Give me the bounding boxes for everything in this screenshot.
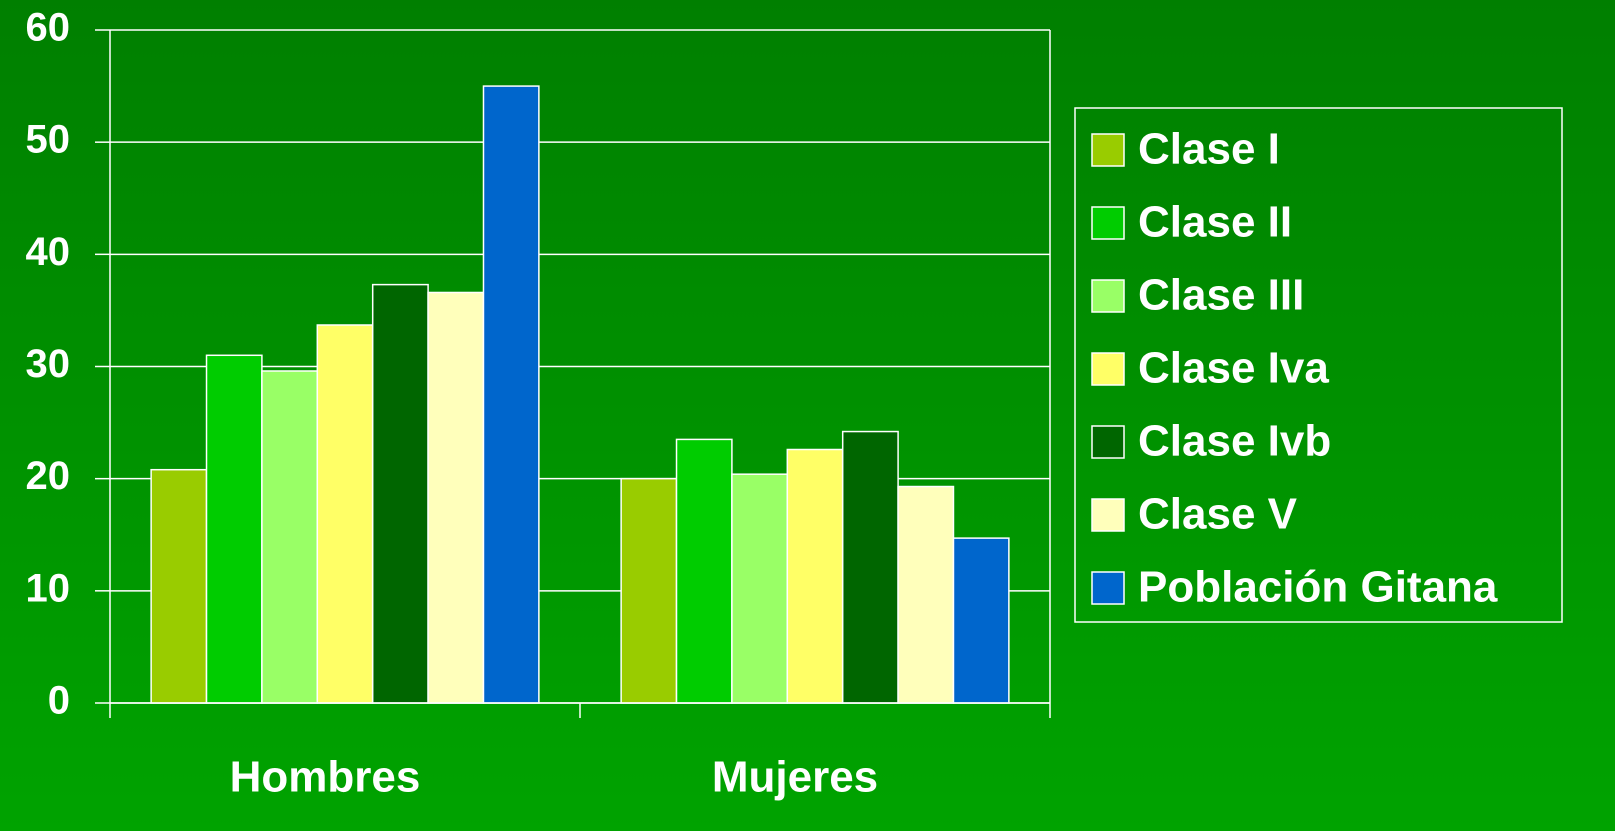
legend-label: Población Gitana — [1138, 563, 1498, 612]
legend-label: Clase Iva — [1138, 344, 1329, 393]
bar — [841, 430, 899, 704]
bar — [316, 324, 374, 704]
bar — [261, 370, 319, 704]
bar — [205, 354, 263, 704]
legend-swatch — [1091, 133, 1125, 167]
y-tick-label: 30 — [26, 342, 71, 386]
bar — [731, 473, 789, 704]
legend-label: Clase Ivb — [1138, 417, 1331, 466]
bar — [952, 537, 1010, 704]
y-tick-label: 40 — [26, 230, 71, 274]
legend-swatch — [1091, 206, 1125, 240]
x-tick-label: Hombres — [230, 753, 421, 802]
bar — [675, 438, 733, 704]
y-tick-label: 10 — [26, 566, 71, 610]
y-tick-label: 0 — [48, 679, 70, 723]
x-tick-label: Mujeres — [712, 753, 878, 802]
y-tick-label: 50 — [26, 118, 71, 162]
legend-swatch — [1091, 571, 1125, 605]
bar — [482, 85, 540, 704]
bar — [897, 485, 955, 704]
bar — [620, 477, 678, 704]
y-tick-label: 20 — [26, 454, 71, 498]
bar — [150, 468, 208, 704]
legend-label: Clase III — [1138, 271, 1304, 320]
bar — [371, 283, 429, 704]
legend-swatch — [1091, 425, 1125, 459]
legend-label: Clase V — [1138, 490, 1298, 539]
y-tick-label: 60 — [26, 6, 71, 50]
legend-label: Clase I — [1138, 125, 1280, 174]
legend-box — [1074, 107, 1563, 623]
legend-swatch — [1091, 498, 1125, 532]
bar — [427, 291, 485, 704]
legend-swatch — [1091, 279, 1125, 313]
legend-swatch — [1091, 352, 1125, 386]
bar — [786, 448, 844, 704]
legend-label: Clase II — [1138, 198, 1292, 247]
